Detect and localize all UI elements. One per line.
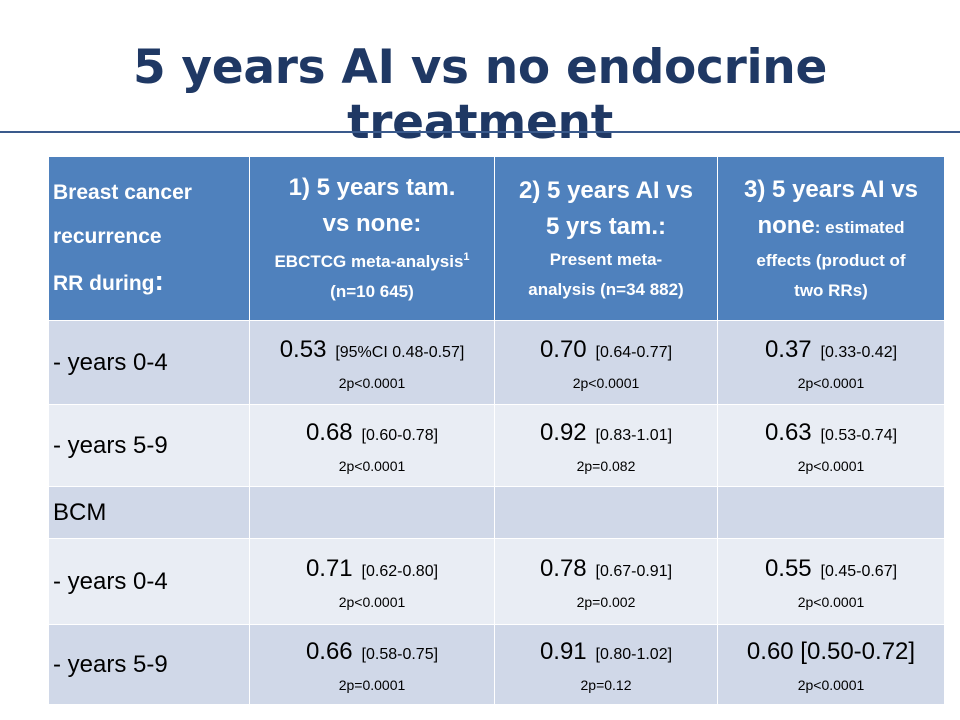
header-main: 1) 5 years tam. vs none: xyxy=(288,174,456,237)
table-cell: 0.70 [0.64-0.77] 2p<0.0001 xyxy=(494,320,718,405)
table-cell: 0.63 [0.53-0.74] 2p<0.0001 xyxy=(717,404,945,487)
header-text: RR during xyxy=(53,272,155,295)
table-row: - years 0-4 0.53 [95%CI 0.48-0.57] 2p<0.0… xyxy=(48,320,945,405)
slide-title: 5 years AI vs no endocrine treatment xyxy=(132,40,828,150)
header-text: Breast cancer xyxy=(53,181,192,204)
empty-cell xyxy=(717,486,945,539)
header-main: 3) 5 years AI vs none: estimated xyxy=(744,175,918,239)
table-cell: 0.92 [0.83-1.01] 2p=0.082 xyxy=(494,404,718,487)
table-cell: 0.78 [0.67-0.91] 2p=0.002 xyxy=(494,538,718,625)
row-label: BCM xyxy=(48,486,250,539)
empty-cell xyxy=(494,486,718,539)
header-row: Breast cancer recurrence RR during: 1) 5… xyxy=(48,156,945,321)
empty-cell xyxy=(249,486,495,539)
header-colon: : xyxy=(154,265,164,296)
row-label: - years 0-4 xyxy=(48,538,250,625)
table-cell: 0.91 [0.80-1.02] 2p=0.12 xyxy=(494,624,718,705)
table-cell: 0.55 [0.45-0.67] 2p<0.0001 xyxy=(717,538,945,625)
title-divider xyxy=(0,131,960,133)
table-cell: 0.53 [95%CI 0.48-0.57] 2p<0.0001 xyxy=(249,320,495,405)
row-label: - years 5-9 xyxy=(48,404,250,487)
header-cell-outcome: Breast cancer recurrence RR during: xyxy=(48,156,250,321)
header-cell-ai-vs-none: 3) 5 years AI vs none: estimated effects… xyxy=(717,156,945,321)
table-cell: 0.68 [0.60-0.78] 2p<0.0001 xyxy=(249,404,495,487)
row-label: - years 0-4 xyxy=(48,320,250,405)
header-sub: EBCTCG meta-analysis1 (n=10 645) xyxy=(274,251,470,301)
table-row: - years 5-9 0.68 [0.60-0.78] 2p<0.0001 0.… xyxy=(48,404,945,487)
header-cell-tam-vs-none: 1) 5 years tam. vs none: EBCTCG meta-ana… xyxy=(249,156,495,321)
table-row: - years 0-4 0.71 [0.62-0.80] 2p<0.0001 0.… xyxy=(48,538,945,625)
table-cell: 0.66 [0.58-0.75] 2p=0.0001 xyxy=(249,624,495,705)
table-row: BCM xyxy=(48,486,945,539)
header-main: 2) 5 years AI vs 5 yrs tam.: xyxy=(519,176,693,240)
row-label: - years 5-9 xyxy=(48,624,250,705)
header-text: recurrence xyxy=(53,225,162,248)
header-cell-ai-vs-tam: 2) 5 years AI vs 5 yrs tam.: Present met… xyxy=(494,156,718,321)
table-cell: 0.37 [0.33-0.42] 2p<0.0001 xyxy=(717,320,945,405)
table-cell: 0.71 [0.62-0.80] 2p<0.0001 xyxy=(249,538,495,625)
table-cell: 0.60 [0.50-0.72] 2p<0.0001 xyxy=(717,624,945,705)
table-row: - years 5-9 0.66 [0.58-0.75] 2p=0.0001 0.… xyxy=(48,624,945,705)
header-sub: Present meta- analysis (n=34 882) xyxy=(528,249,684,299)
results-table: Breast cancer recurrence RR during: 1) 5… xyxy=(48,156,945,705)
header-sub: effects (product of two RRs) xyxy=(756,250,906,300)
